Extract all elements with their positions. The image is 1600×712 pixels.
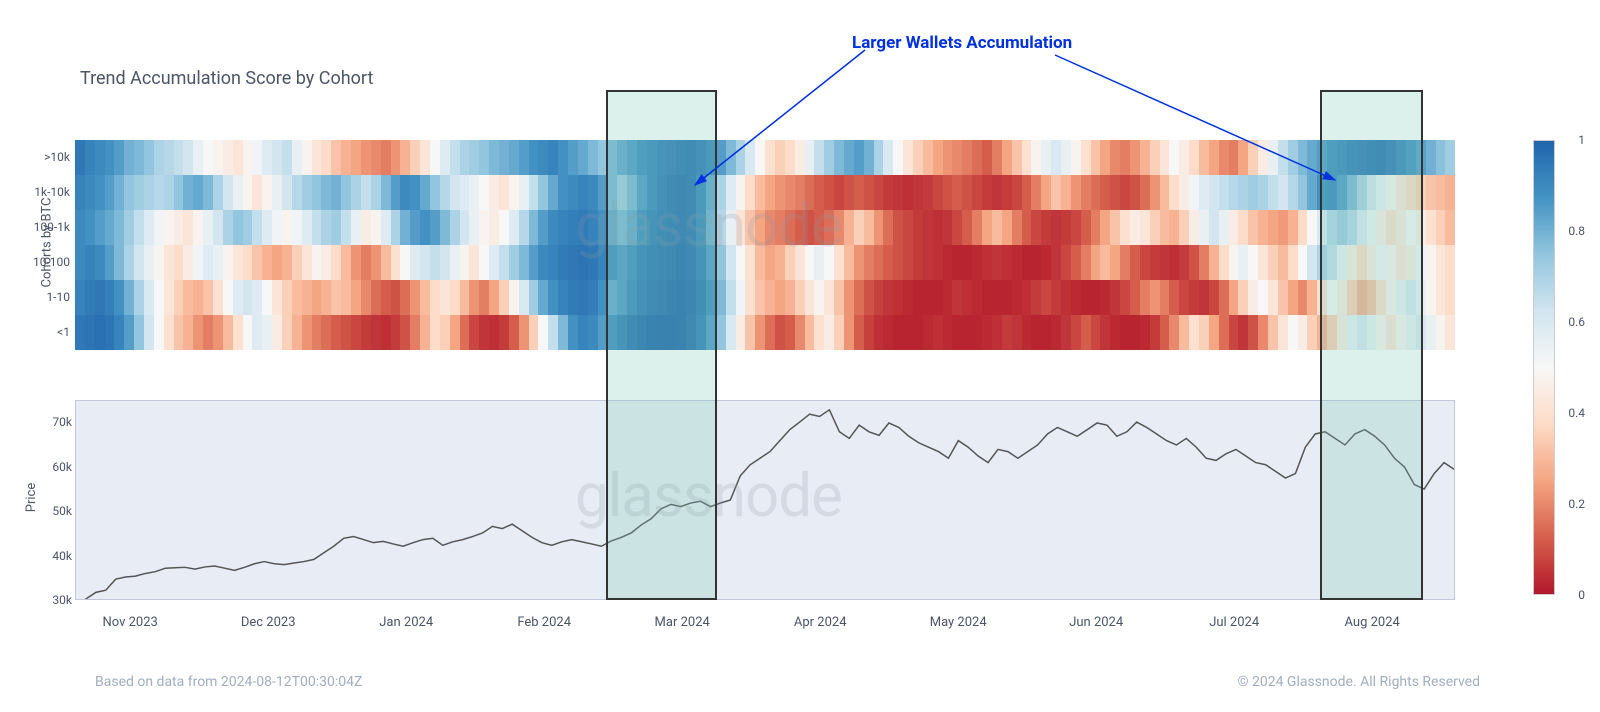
x-axis: Nov 2023 Dec 2023 Jan 2024 Feb 2024 Mar 2024… — [75, 615, 1455, 635]
colorbar-tick-label: 0 — [1578, 588, 1585, 602]
cohort-label: 1k-10k — [30, 175, 70, 210]
price-line — [76, 410, 1454, 599]
heatmap-row-10-100 — [75, 245, 1455, 280]
x-tick-label: Jul 2024 — [1209, 615, 1259, 630]
cohort-label: 100-1k — [30, 210, 70, 245]
heatmap-row-100-1k — [75, 210, 1455, 245]
colorbar-labels: 00.20.40.60.81 — [1557, 140, 1585, 595]
x-tick-label: Feb 2024 — [517, 615, 571, 630]
chart-area: Cohorts by BTC >10k1k-10k100-1k10-1001-1… — [75, 60, 1455, 640]
price-tick-label: 50k — [37, 504, 72, 518]
footer-copyright: © 2024 Glassnode. All Rights Reserved — [1238, 674, 1481, 690]
price-tick-label: 40k — [37, 549, 72, 563]
cohort-label: 1-10 — [30, 280, 70, 315]
cohort-label: <1 — [30, 315, 70, 350]
x-tick-label: Mar 2024 — [655, 615, 710, 630]
price-y-tick-labels: 30k40k50k60k70k — [37, 400, 72, 600]
price-tick-label: 60k — [37, 460, 72, 474]
heatmap-row-<1 — [75, 315, 1455, 350]
colorbar — [1533, 140, 1555, 595]
x-tick-label: Jan 2024 — [379, 615, 433, 630]
price-chart — [75, 400, 1455, 600]
x-tick-label: Jun 2024 — [1069, 615, 1123, 630]
colorbar-tick-label: 0.8 — [1568, 224, 1585, 238]
price-tick-label: 30k — [37, 593, 72, 607]
x-tick-label: Nov 2023 — [103, 615, 158, 630]
heatmap-row->10k — [75, 140, 1455, 175]
colorbar-tick-label: 0.2 — [1568, 497, 1585, 511]
x-tick-label: Dec 2023 — [241, 615, 296, 630]
cohort-label: 10-100 — [30, 245, 70, 280]
colorbar-tick-label: 1 — [1578, 133, 1585, 147]
colorbar-tick-label: 0.6 — [1568, 315, 1585, 329]
x-tick-label: May 2024 — [930, 615, 987, 630]
heatmap-row-1-10 — [75, 280, 1455, 315]
cohort-label: >10k — [30, 140, 70, 175]
heatmap-row-1k-10k — [75, 175, 1455, 210]
footer-data-timestamp: Based on data from 2024-08-12T00:30:04Z — [95, 674, 362, 690]
annotation-larger-wallets: Larger Wallets Accumulation — [852, 33, 1072, 53]
price-tick-label: 70k — [37, 415, 72, 429]
heatmap — [75, 140, 1455, 350]
colorbar-tick-label: 0.4 — [1568, 406, 1585, 420]
x-tick-label: Apr 2024 — [794, 615, 847, 630]
x-tick-label: Aug 2024 — [1345, 615, 1400, 630]
heatmap-y-tick-labels: >10k1k-10k100-1k10-1001-10<1 — [30, 140, 70, 350]
